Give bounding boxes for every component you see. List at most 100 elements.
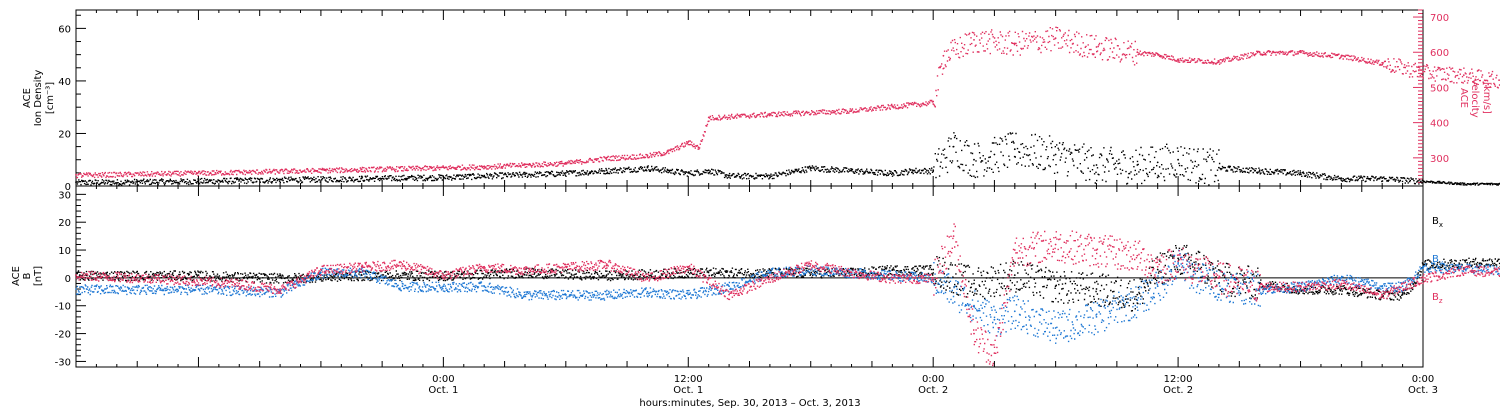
velocity-point-20 [973, 39, 975, 41]
bx-point-16 [1136, 293, 1139, 296]
bottom-plot-area [75, 223, 1500, 366]
density-axis-label-line2: Ion Density [33, 70, 44, 127]
velocity-point-24 [1136, 51, 1139, 54]
by-point-23 [1095, 316, 1098, 318]
bottom-panel: -30 -20 -10 0 10 20 30 ACE B [nT] Bx By Bz [11, 185, 1500, 368]
bz-point-19 [932, 277, 935, 279]
by-point-14 [769, 271, 771, 274]
by-point-1 [197, 288, 200, 290]
velocity-points [76, 26, 1500, 179]
ion-density-point-13 [728, 174, 730, 177]
bz-point-26 [1136, 254, 1139, 257]
by-point-13 [728, 285, 730, 288]
ion-density-point-34 [1381, 177, 1384, 180]
x-tick-label-time: 0:00 [922, 374, 944, 385]
bz-point-16 [809, 263, 812, 265]
ion-density-point-8 [605, 169, 608, 172]
by-point-22 [1054, 327, 1057, 329]
bx-point-13 [1013, 274, 1016, 276]
bz-point-15 [769, 277, 771, 279]
bz-point-35 [1462, 268, 1465, 271]
by-point-10 [605, 293, 608, 296]
velocity-point-12 [697, 146, 700, 149]
density-axis-label-line3: [cm⁻³] [45, 82, 56, 114]
by-point-7 [483, 285, 486, 288]
ion-density-point-14 [769, 174, 771, 177]
velocity-tick-label: 600 [1430, 48, 1449, 59]
ion-density-point-24 [1054, 153, 1057, 156]
by-point-24 [1136, 299, 1139, 302]
ion-density-point-11 [687, 172, 690, 174]
bz-point-3 [279, 288, 281, 290]
by-point-8 [524, 293, 526, 296]
bx-point-6 [605, 274, 608, 276]
bz-point-24 [1054, 243, 1057, 246]
ion-density-point-5 [483, 174, 486, 177]
bz-point-34 [1422, 277, 1424, 279]
by-point-6 [442, 285, 445, 288]
velocity-point-13 [707, 116, 710, 119]
by-point-25 [1156, 285, 1159, 288]
x-tick-label-date: Oct. 1 [428, 385, 458, 396]
velocity-point-14 [769, 112, 771, 115]
ion-density-point-22 [993, 153, 996, 156]
bz-point-10 [564, 265, 567, 268]
velocity-point-26 [1177, 58, 1179, 61]
density-tick-label: 60 [58, 24, 71, 35]
bottom-left-axis: -30 -20 -10 0 10 20 30 [55, 190, 86, 368]
velocity-point-19 [942, 54, 945, 57]
velocity-tick-label: 500 [1430, 83, 1449, 94]
ion-density-point-30 [1218, 166, 1220, 169]
density-tick-label: 40 [58, 77, 71, 88]
velocity-point-32 [1422, 70, 1424, 73]
ion-density-point-26 [1136, 164, 1139, 166]
velocity-point-11 [687, 141, 690, 143]
by-point-21 [1013, 310, 1016, 313]
bz-point-21 [973, 332, 975, 335]
density-axis-label-line1: ACE [22, 88, 33, 108]
x-axis-label: hours:minutes, Sep. 30, 2013 – Oct. 3, 2… [639, 398, 860, 409]
bx-point-11 [932, 268, 935, 271]
bz-point-25 [1095, 249, 1098, 251]
ion-density-point-33 [1340, 177, 1343, 180]
bz-point-32 [1340, 282, 1343, 285]
velocity-series [75, 26, 1500, 179]
bz-point-12 [646, 277, 649, 279]
by-point-3 [320, 271, 322, 274]
bx-point-27 [1422, 263, 1424, 265]
ion-density-point-9 [646, 166, 649, 169]
bx-point-1 [197, 274, 200, 276]
velocity-tick-label: 700 [1430, 13, 1449, 24]
bz-points [76, 223, 1500, 366]
velocity-point-6 [524, 163, 526, 166]
bz-point-29 [1218, 277, 1220, 279]
bz-point-1 [156, 277, 159, 279]
velocity-point-30 [1340, 54, 1343, 57]
by-point-11 [646, 290, 649, 293]
velocity-point-10 [667, 150, 669, 153]
ion-density-point-15 [809, 166, 812, 169]
bz-point-33 [1381, 293, 1384, 296]
b-axis-label-line2: B [22, 272, 33, 279]
bx-point-18 [1177, 257, 1179, 260]
b-axis-label-line3: [nT] [33, 266, 44, 286]
velocity-axis-label-line2: Velocity [1469, 78, 1480, 117]
x-tick-label-date: Oct. 2 [918, 385, 948, 396]
ion-density-point-20 [952, 145, 955, 148]
bx-point-2 [279, 277, 281, 279]
ion-density-point-16 [850, 169, 853, 172]
by-points [76, 249, 1500, 344]
ion-density-point-25 [1095, 164, 1098, 166]
ion-density-point-29 [1197, 164, 1200, 166]
ion-density-point-3 [360, 177, 363, 180]
bz-series [75, 223, 1500, 366]
ion-density-point-12 [707, 169, 710, 172]
ion-density-point-32 [1299, 172, 1302, 174]
ion-density-point-18 [911, 169, 914, 172]
bz-point-2 [238, 282, 241, 285]
bz-point-22 [993, 352, 996, 354]
velocity-point-9 [646, 154, 649, 157]
